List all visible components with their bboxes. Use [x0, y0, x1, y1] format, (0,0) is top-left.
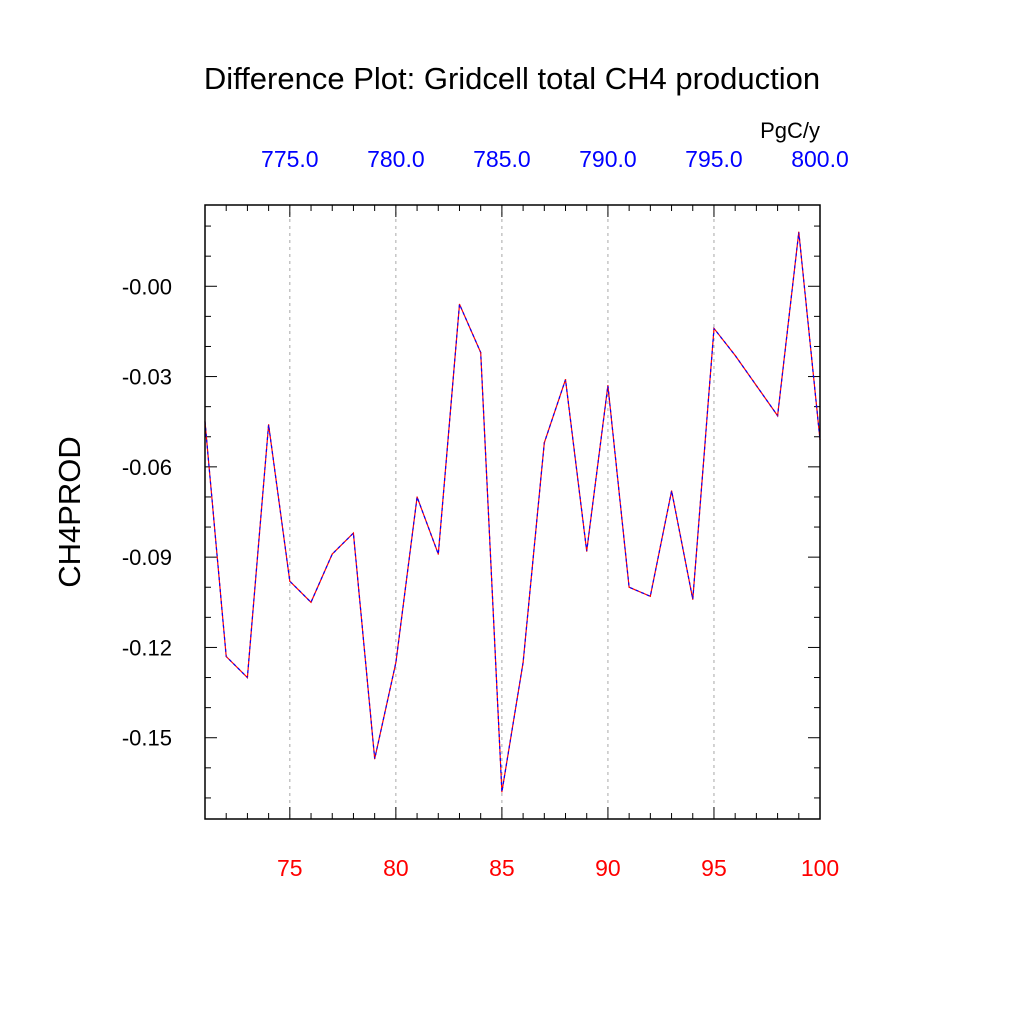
- x-tick-label: 95: [701, 855, 727, 881]
- top-x-tick-label: 780.0: [367, 146, 425, 172]
- series-line-dash: [204, 232, 821, 792]
- top-x-tick-label: 795.0: [685, 146, 743, 172]
- y-tick-label: -0.15: [122, 726, 172, 751]
- data-point: [776, 415, 779, 417]
- data-point: [395, 661, 397, 664]
- y-tick-label: -0.00: [122, 274, 172, 299]
- data-point: [501, 791, 503, 793]
- data-point: [734, 354, 736, 357]
- data-point: [713, 327, 715, 330]
- units-label: PgC/y: [760, 118, 820, 143]
- plot-frame: [204, 204, 821, 820]
- data-point: [670, 490, 673, 492]
- data-point: [586, 550, 588, 552]
- data-point: [374, 758, 376, 760]
- x-tick-label: 90: [595, 855, 621, 881]
- series-layer: [204, 231, 821, 793]
- data-point: [607, 384, 609, 387]
- x-tick-label: 85: [489, 855, 515, 881]
- y-tick-label: -0.12: [122, 635, 172, 660]
- series-line: [204, 232, 821, 792]
- data-point: [225, 655, 227, 658]
- x-tick-label: 80: [383, 855, 409, 881]
- data-point: [649, 595, 651, 597]
- data-point: [564, 378, 567, 381]
- y-tick-label: -0.03: [122, 365, 172, 390]
- data-point: [246, 676, 249, 679]
- top-x-tick-label: 790.0: [579, 146, 637, 172]
- top-x-tick-label: 785.0: [473, 146, 531, 172]
- data-point: [458, 303, 461, 305]
- tick-labels: 75 80 85 90 95 100 775.0 780.0 785.0 790.0 795.0 80…: [122, 146, 849, 881]
- top-x-tick-label: 775.0: [261, 146, 319, 172]
- data-point: [798, 231, 800, 233]
- y-axis-label: CH4PROD: [52, 436, 87, 588]
- y-tick-label: -0.06: [122, 455, 172, 480]
- data-point: [628, 586, 630, 588]
- data-point: [289, 580, 291, 582]
- data-point: [268, 424, 270, 426]
- top-x-tick-label: 800.0: [791, 146, 849, 172]
- data-point: [331, 553, 333, 555]
- grid-lines: [289, 205, 715, 819]
- data-point: [352, 532, 355, 534]
- data-point: [755, 384, 757, 387]
- data-point: [480, 351, 482, 354]
- data-point: [310, 601, 312, 603]
- x-tick-label: 100: [801, 855, 839, 881]
- x-tick-label: 75: [277, 855, 303, 881]
- y-tick-label: -0.09: [122, 545, 172, 570]
- data-point: [416, 496, 418, 498]
- data-point: [692, 598, 694, 600]
- chart-title: Difference Plot: Gridcell total CH4 prod…: [204, 61, 820, 96]
- data-point: [522, 661, 524, 664]
- data-point: [543, 442, 545, 444]
- data-point: [437, 553, 439, 555]
